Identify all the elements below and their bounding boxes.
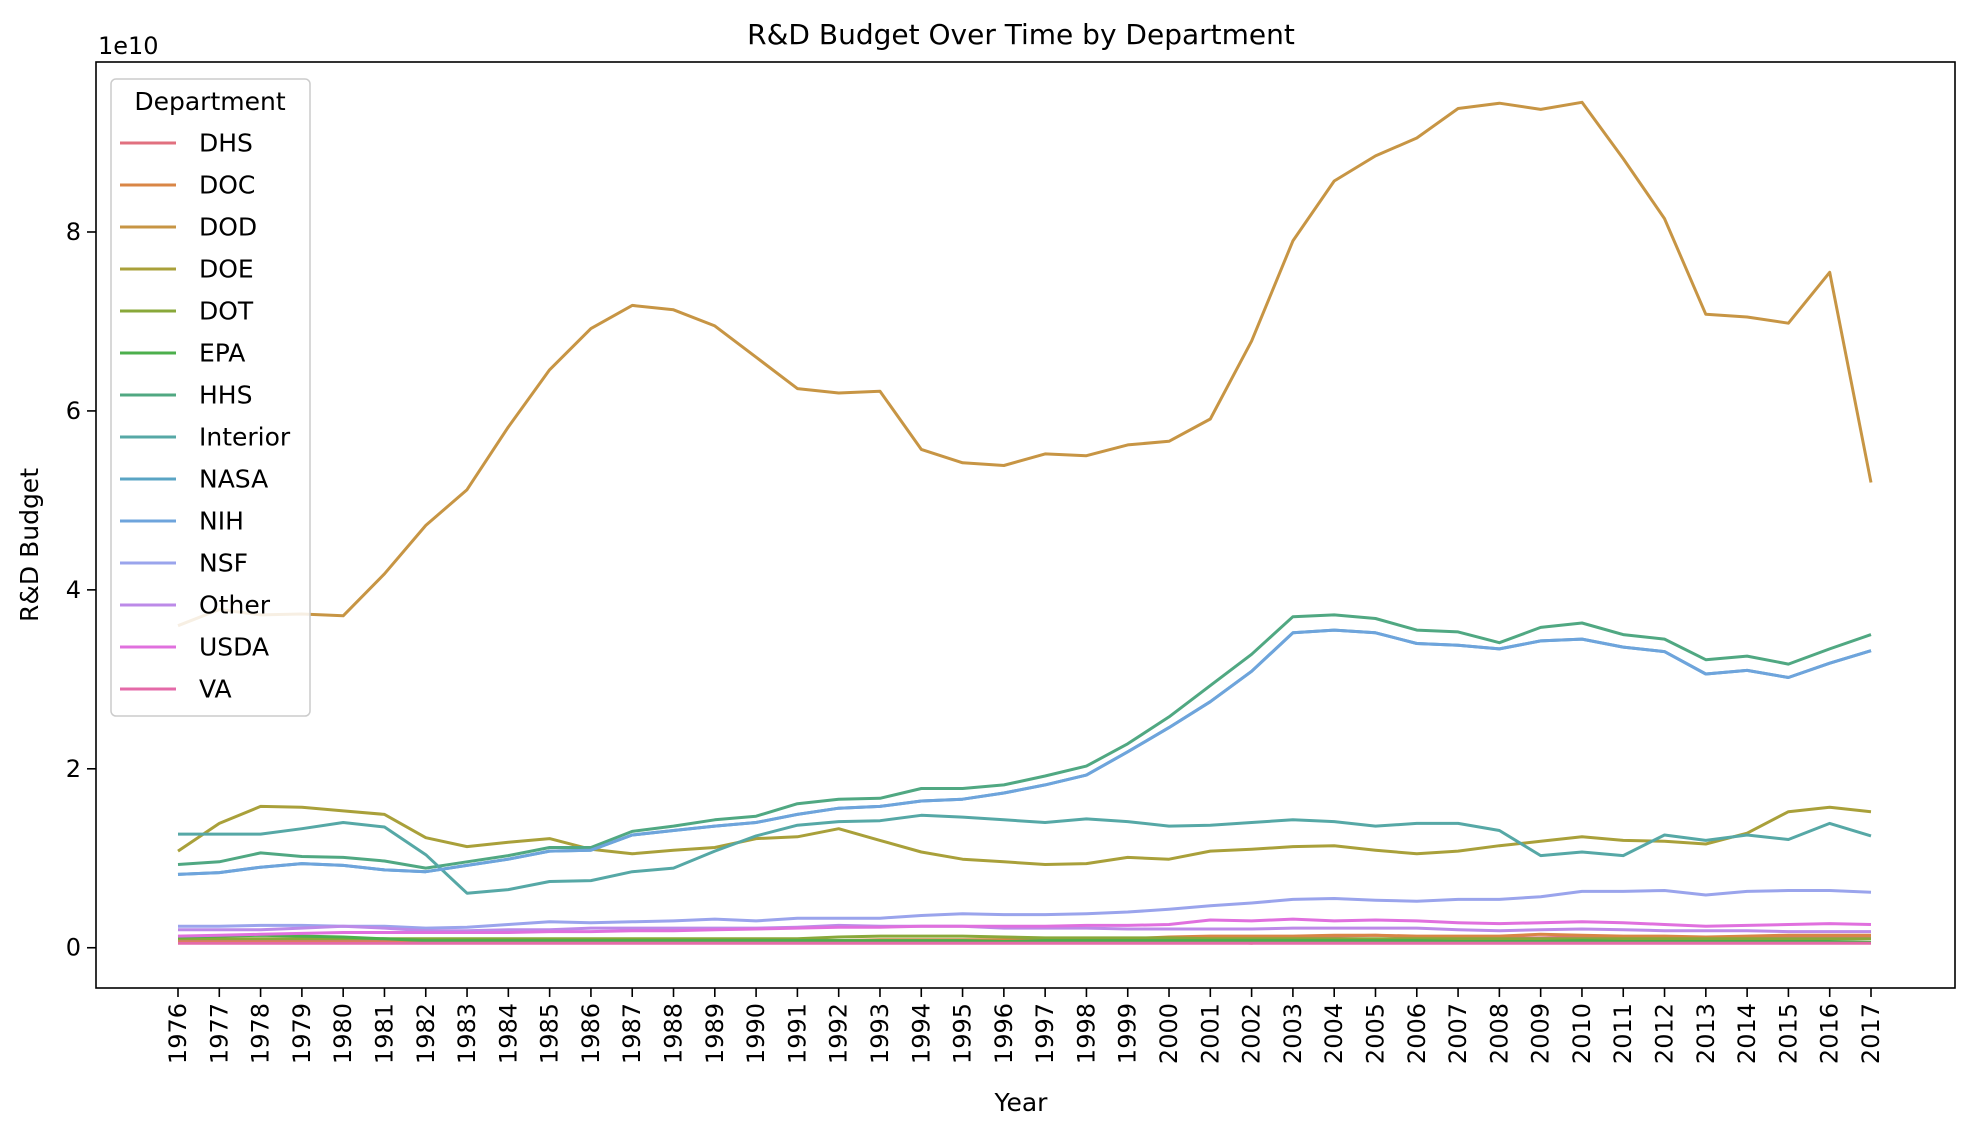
- series-line-doe: [177, 804, 1872, 866]
- series-line-nsf: [178, 889, 1872, 930]
- legend-items: DHS DOC DOD DOE DOT EPA HHS Interior NASA NIH NSF O…: [120, 129, 291, 704]
- y-tick-label: 0: [66, 934, 81, 962]
- x-tick-label: 1999: [1114, 1003, 1142, 1064]
- x-tick-label: 1982: [412, 1003, 440, 1064]
- x-tick-label: 1993: [866, 1003, 894, 1064]
- x-tick-label: 2001: [1196, 1003, 1224, 1064]
- series-line-nih: [177, 628, 1872, 876]
- legend-label-other: Other: [199, 591, 271, 620]
- plot-frame: [95, 61, 1956, 989]
- x-tick-label: 1990: [742, 1003, 770, 1064]
- x-tick-label: 1980: [329, 1003, 357, 1064]
- legend-label-nih: NIH: [199, 507, 244, 536]
- x-tick-label: 1976: [164, 1003, 192, 1064]
- legend-label-doe: DOE: [199, 255, 254, 284]
- x-tick-label: 1987: [618, 1003, 646, 1064]
- x-tick-label: 2002: [1238, 1003, 1266, 1064]
- series-line-other: [178, 923, 1871, 934]
- series-line-dod: [177, 100, 1873, 628]
- series-line-usda: [177, 917, 1872, 938]
- y-tick-label: 2: [66, 755, 81, 783]
- y-axis-label: R&D Budget: [15, 468, 44, 622]
- x-tick-label: 2007: [1444, 1003, 1472, 1064]
- x-tick-label: 2011: [1609, 1003, 1637, 1064]
- series-line-dot: [178, 934, 1871, 941]
- legend-label-dot: DOT: [199, 297, 254, 326]
- x-tick-label: 1988: [660, 1003, 688, 1064]
- x-tick-label: 2000: [1155, 1003, 1183, 1064]
- x-tick-label: 2015: [1774, 1003, 1802, 1064]
- x-tick-label: 2013: [1692, 1003, 1720, 1064]
- x-tick-label: 1992: [825, 1003, 853, 1064]
- legend-label-dhs: DHS: [199, 129, 253, 158]
- x-tick-label: 2005: [1361, 1003, 1389, 1064]
- series-line-hhs: [177, 613, 1872, 870]
- x-tick-label: 2004: [1320, 1003, 1348, 1064]
- legend-label-va: VA: [199, 675, 232, 704]
- chart-title: R&D Budget Over Time by Department: [747, 18, 1295, 51]
- x-tick-label: 1979: [288, 1003, 316, 1064]
- legend-title: Department: [134, 87, 285, 116]
- x-tick-label: 2017: [1857, 1003, 1885, 1064]
- x-tick-label: 1984: [494, 1003, 522, 1064]
- series-line-epa: [177, 933, 1872, 944]
- plot-lines: [177, 100, 1873, 945]
- legend-label-usda: USDA: [199, 633, 269, 662]
- x-tick-label: 2006: [1403, 1003, 1431, 1064]
- series-line-interior: [178, 813, 1872, 895]
- legend-label-nsf: NSF: [199, 549, 248, 578]
- x-tick-label: 1991: [783, 1003, 811, 1064]
- x-tick-label: 1985: [536, 1003, 564, 1064]
- y-offset-label: 1e10: [98, 32, 159, 60]
- x-tick-label: 2016: [1816, 1003, 1844, 1064]
- y-tick-label: 4: [66, 576, 81, 604]
- x-tick-label: 2003: [1279, 1003, 1307, 1064]
- legend-box: [110, 78, 311, 717]
- x-tick-label: 1986: [577, 1003, 605, 1064]
- x-tick-label: 2014: [1733, 1003, 1761, 1064]
- x-tick-label: 1977: [205, 1003, 233, 1064]
- y-tick-label: 6: [66, 397, 81, 425]
- legend-label-nasa: NASA: [199, 465, 268, 494]
- x-tick-label: 1998: [1072, 1003, 1100, 1064]
- x-tick-label: 1989: [701, 1003, 729, 1064]
- legend-label-hhs: HHS: [199, 381, 252, 410]
- x-tick-label: 1997: [1031, 1003, 1059, 1064]
- x-tick-label: 1981: [370, 1003, 398, 1064]
- x-tick-label: 1994: [907, 1003, 935, 1064]
- x-tick-label: 2010: [1568, 1003, 1596, 1064]
- legend-label-doc: DOC: [199, 171, 255, 200]
- x-tick-label: 1996: [990, 1003, 1018, 1064]
- x-tick-label: 1995: [949, 1003, 977, 1064]
- y-tick-label: 8: [66, 218, 81, 246]
- y-axis-ticks: 0 2 4 6 8: [66, 218, 96, 962]
- legend-label-interior: Interior: [199, 423, 291, 452]
- x-tick-label: 1978: [247, 1003, 275, 1064]
- legend: Department DHS DOC DOD DOE DOT EPA HHS Interior…: [110, 78, 311, 717]
- x-axis-ticks: 1976 1977 1978 1979 1980 1981 1982 1983 1984 1985…: [164, 988, 1885, 1064]
- x-tick-label: 2009: [1527, 1003, 1555, 1064]
- legend-label-epa: EPA: [199, 339, 245, 368]
- x-axis-label: Year: [994, 1088, 1049, 1117]
- x-tick-label: 2012: [1651, 1003, 1679, 1064]
- legend-label-dod: DOD: [199, 213, 257, 242]
- x-tick-label: 1983: [453, 1003, 481, 1064]
- x-tick-label: 2008: [1485, 1003, 1513, 1064]
